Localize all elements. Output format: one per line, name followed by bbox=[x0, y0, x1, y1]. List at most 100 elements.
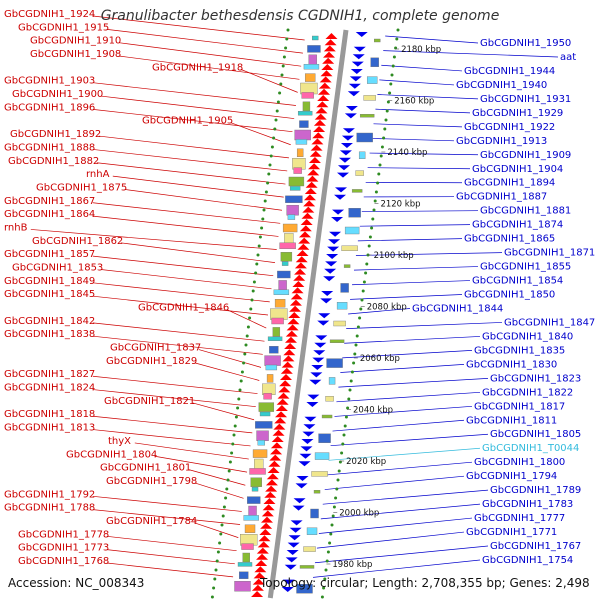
gene-connector-left bbox=[113, 176, 284, 197]
gene-label-right: GbCGDNIH1_1840 bbox=[482, 331, 573, 342]
forward-arrow bbox=[321, 64, 333, 70]
gene-connector-right bbox=[354, 267, 478, 271]
feature-box bbox=[294, 168, 302, 174]
reverse-arrow bbox=[289, 535, 301, 540]
tick-dot bbox=[373, 209, 376, 212]
forward-arrow bbox=[269, 455, 281, 461]
gene-label-left: GbCGDNIH1_1829 bbox=[106, 356, 197, 367]
kbp-label: 2180 kbp bbox=[401, 45, 441, 55]
tick-dot bbox=[249, 308, 252, 311]
gene-label-right: GbCGDNIH1_1887 bbox=[456, 192, 547, 203]
gene-label-right: GbCGDNIH1_1754 bbox=[482, 555, 573, 566]
reverse-arrow bbox=[351, 69, 363, 74]
kbp-label: 2020 kbp bbox=[346, 457, 386, 467]
feature-box bbox=[302, 92, 314, 98]
reverse-arrow bbox=[332, 210, 344, 215]
gene-label-left: GbCGDNIH1_1821 bbox=[104, 396, 195, 407]
reverse-arrow bbox=[303, 424, 315, 429]
forward-arrow bbox=[322, 58, 334, 64]
gene-label-right: GbCGDNIH1_1805 bbox=[490, 429, 581, 440]
gene-connector-left bbox=[107, 536, 237, 550]
tick-dot bbox=[251, 299, 254, 302]
gene-label-right: GbCGDNIH1_1881 bbox=[480, 206, 571, 217]
forward-arrow bbox=[305, 188, 317, 194]
gene-connector-left bbox=[93, 416, 252, 433]
gene-label-left: GbCGDNIH1_1801 bbox=[100, 463, 191, 474]
gene-connector-left bbox=[99, 136, 289, 158]
forward-arrow bbox=[281, 368, 293, 374]
forward-arrow bbox=[270, 448, 282, 454]
tick-dot bbox=[265, 191, 268, 194]
gene-connector-right bbox=[373, 124, 462, 127]
kbp-label: 2000 kbp bbox=[339, 509, 379, 519]
kbp-label: 2060 kbp bbox=[360, 354, 400, 364]
feature-box bbox=[327, 359, 343, 368]
forward-arrow bbox=[275, 411, 287, 417]
feature-box bbox=[341, 283, 349, 292]
feature-box bbox=[250, 468, 266, 474]
reverse-arrow bbox=[310, 372, 322, 377]
forward-arrow bbox=[310, 151, 322, 157]
tick-dot bbox=[284, 47, 287, 50]
feature-box bbox=[252, 487, 258, 491]
gene-label-right: GbCGDNIH1_1871 bbox=[504, 248, 595, 259]
forward-arrow bbox=[278, 393, 290, 399]
forward-arrow bbox=[259, 535, 271, 541]
tick-dot bbox=[279, 83, 282, 86]
tick-dot bbox=[392, 65, 395, 68]
gene-label-left: GbCGDNIH1_1813 bbox=[4, 423, 95, 434]
gene-connector-right bbox=[317, 532, 464, 548]
tick-dot bbox=[229, 461, 232, 464]
kbp-label: 1980 kbp bbox=[332, 560, 372, 570]
gene-label-left: GbCGDNIH1_1896 bbox=[4, 102, 95, 113]
gene-label-left: GbCGDNIH1_1773 bbox=[18, 543, 109, 554]
gene-label-left: GbCGDNIH1_1838 bbox=[4, 329, 95, 340]
reverse-arrow bbox=[318, 313, 330, 318]
reverse-arrow bbox=[314, 343, 326, 348]
tick-dot bbox=[211, 596, 214, 599]
gene-connector-right bbox=[340, 364, 464, 372]
gene-label-right: GbCGDNIH1_1950 bbox=[480, 38, 571, 49]
gene-label-left: GbCGDNIH1_1864 bbox=[4, 209, 95, 220]
forward-arrow bbox=[256, 554, 268, 560]
forward-arrow bbox=[260, 523, 272, 529]
feature-box bbox=[255, 421, 272, 428]
forward-arrow bbox=[280, 374, 292, 380]
gene-label-left: GbCGDNIH1_1784 bbox=[106, 516, 197, 527]
gene-label-right: GbCGDNIH1_1855 bbox=[480, 262, 571, 273]
reverse-arrow bbox=[317, 321, 329, 326]
feature-box bbox=[277, 271, 290, 278]
feature-box bbox=[329, 377, 335, 384]
gene-connector-right bbox=[344, 336, 480, 343]
gene-connector-left bbox=[93, 83, 296, 106]
gene-label-right: GbCGDNIH1_1944 bbox=[464, 66, 555, 77]
tick-dot bbox=[344, 425, 347, 428]
tick-dot bbox=[243, 353, 246, 356]
tick-dot bbox=[363, 281, 366, 284]
reverse-arrow bbox=[345, 113, 357, 118]
feature-box bbox=[337, 302, 347, 309]
reverse-arrow bbox=[286, 557, 298, 562]
gene-connector-right bbox=[333, 420, 464, 431]
gene-label-right: GbCGDNIH1_1865 bbox=[464, 234, 555, 245]
forward-arrow bbox=[286, 331, 298, 337]
tick-dot bbox=[271, 146, 274, 149]
forward-arrow bbox=[292, 287, 304, 293]
forward-arrow bbox=[266, 479, 278, 485]
forward-arrow bbox=[302, 207, 314, 213]
gene-connector-left bbox=[97, 163, 286, 184]
feature-box bbox=[311, 509, 319, 518]
feature-box bbox=[345, 227, 359, 234]
gene-connector-left bbox=[93, 496, 242, 511]
gene-connector-right bbox=[368, 168, 470, 169]
tick-dot bbox=[335, 488, 338, 491]
tick-dot bbox=[333, 506, 336, 509]
tick-dot bbox=[355, 344, 358, 347]
tick-dot bbox=[368, 245, 371, 248]
forward-arrow bbox=[259, 529, 271, 535]
feature-box bbox=[247, 497, 260, 504]
gene-label-left: GbCGDNIH1_1798 bbox=[106, 476, 197, 487]
forward-arrow bbox=[304, 194, 316, 200]
gene-label-left: GbCGDNIH1_1862 bbox=[32, 236, 123, 247]
gene-label-left: GbCGDNIH1_1888 bbox=[4, 142, 95, 153]
